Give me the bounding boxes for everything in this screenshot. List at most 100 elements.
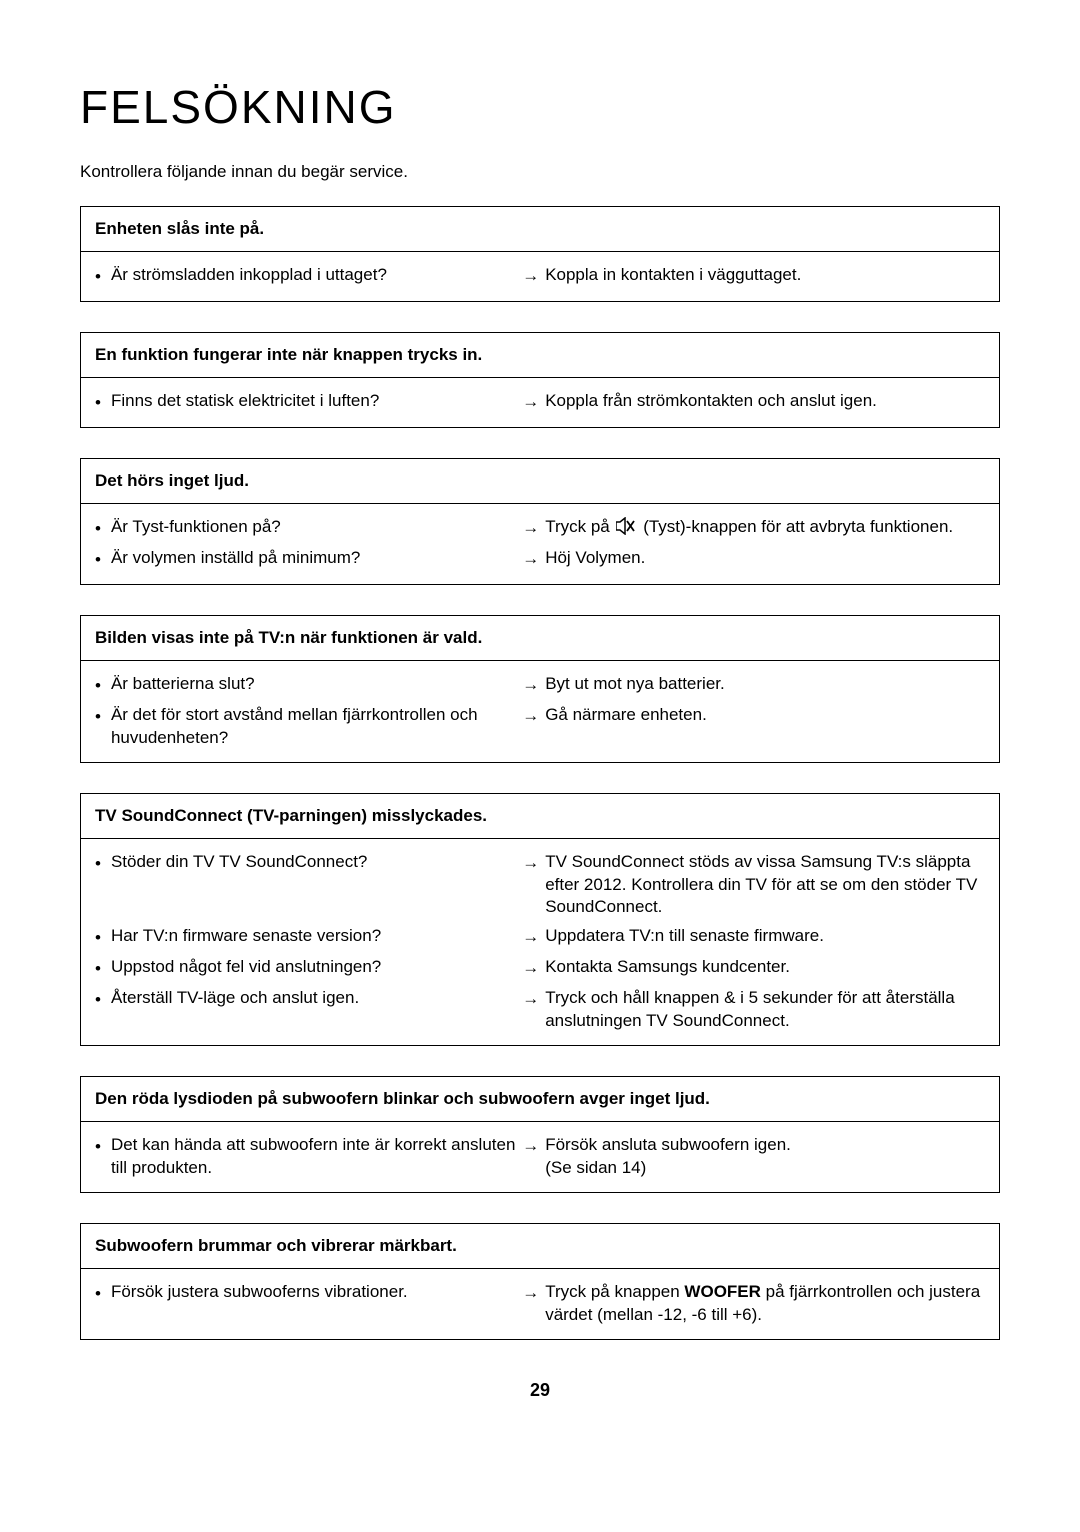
answer-text: Gå närmare enheten.	[545, 704, 707, 727]
section-body: • Det kan hända att subwoofern inte är ko…	[81, 1122, 999, 1192]
arrow-icon: →	[522, 1282, 539, 1305]
question-text: Finns det statisk elektricitet i luften?	[111, 390, 379, 413]
table-row: •Är Tyst-funktionen på?→ Tryck på (Tyst)-…	[95, 516, 985, 541]
arrow-icon: →	[522, 548, 539, 571]
question-cell: • Är det för stort avstånd mellan fjärrko…	[95, 704, 522, 750]
intro-text: Kontrollera följande innan du begär serv…	[80, 162, 1000, 182]
question-text: Är Tyst-funktionen på?	[111, 516, 281, 539]
bullet-icon: •	[95, 392, 101, 415]
section-header: Det hörs inget ljud.	[81, 459, 999, 504]
troubleshoot-section: TV SoundConnect (TV-parningen) misslycka…	[80, 793, 1000, 1047]
bullet-icon: •	[95, 706, 101, 729]
bullet-icon: •	[95, 675, 101, 698]
table-row: • Det kan hända att subwoofern inte är ko…	[95, 1134, 985, 1180]
question-text: Är strömsladden inkopplad i uttaget?	[111, 264, 387, 287]
troubleshoot-section: Bilden visas inte på TV:n när funktionen…	[80, 615, 1000, 763]
table-row: • Är strömsladden inkopplad i uttaget? → Ko…	[95, 264, 985, 289]
section-body: • Försök justera subwooferns vibrationer.…	[81, 1269, 999, 1339]
question-text: Är volymen inställd på minimum?	[111, 547, 360, 570]
answer-cell: →Kontakta Samsungs kundcenter.	[522, 956, 985, 980]
table-row: • Finns det statisk elektricitet i luften…	[95, 390, 985, 415]
arrow-icon: →	[522, 674, 539, 697]
bullet-icon: •	[95, 853, 101, 876]
arrow-icon: →	[522, 988, 539, 1011]
bullet-icon: •	[95, 549, 101, 572]
answer-text: Byt ut mot nya batterier.	[545, 673, 725, 696]
question-cell: • Är strömsladden inkopplad i uttaget?	[95, 264, 522, 289]
question-cell: • Uppstod något fel vid anslutningen?	[95, 956, 522, 981]
sections-container: Enheten slås inte på. • Är strömsladden in…	[80, 206, 1000, 1340]
question-text: Stöder din TV TV SoundConnect?	[111, 851, 367, 874]
answer-text: Tryck på knappen WOOFER på fjärrkontroll…	[545, 1281, 985, 1327]
section-body: • Finns det statisk elektricitet i luften…	[81, 378, 999, 427]
bullet-icon: •	[95, 958, 101, 981]
troubleshoot-section: Enheten slås inte på. • Är strömsladden in…	[80, 206, 1000, 302]
table-row: • Försök justera subwooferns vibrationer.…	[95, 1281, 985, 1327]
table-row: • Uppstod något fel vid anslutningen? →Kon…	[95, 956, 985, 981]
answer-cell: → Uppdatera TV:n till senaste firmware.	[522, 925, 985, 949]
bullet-icon: •	[95, 1136, 101, 1159]
bullet-icon: •	[95, 266, 101, 289]
answer-cell: → Tryck och håll knappen & i 5 sekunder f…	[522, 987, 985, 1033]
question-cell: • Återställ TV-läge och anslut igen.	[95, 987, 522, 1012]
page-number: 29	[80, 1380, 1000, 1401]
answer-text: TV SoundConnect stöds av vissa Samsung T…	[545, 851, 985, 920]
answer-text: Tryck och håll knappen & i 5 sekunder fö…	[545, 987, 985, 1033]
question-cell: • Finns det statisk elektricitet i luften…	[95, 390, 522, 415]
table-row: • Är batterierna slut? → Byt ut mot nya bat…	[95, 673, 985, 698]
troubleshoot-section: Den röda lysdioden på subwoofern blinkar…	[80, 1076, 1000, 1193]
section-body: •Är Tyst-funktionen på?→Tryck på (Tyst)-…	[81, 504, 999, 584]
answer-cell: → Gå närmare enheten.	[522, 704, 985, 728]
answer-cell: → Tryck på knappen WOOFER på fjärrkontrol…	[522, 1281, 985, 1327]
answer-text: Koppla in kontakten i vägguttaget.	[545, 264, 801, 287]
section-header: Subwoofern brummar och vibrerar märkbart…	[81, 1224, 999, 1269]
section-header: Bilden visas inte på TV:n när funktionen…	[81, 616, 999, 661]
answer-text: Koppla från strömkontakten och anslut ig…	[545, 390, 877, 413]
question-cell: •Är Tyst-funktionen på?	[95, 516, 522, 541]
bullet-icon: •	[95, 927, 101, 950]
arrow-icon: →	[522, 957, 539, 980]
answer-cell: → Höj Volymen.	[522, 547, 985, 571]
table-row: •Stöder din TV TV SoundConnect?→TV Sound…	[95, 851, 985, 920]
arrow-icon: →	[522, 265, 539, 288]
mute-icon	[616, 517, 636, 535]
question-cell: • Är batterierna slut?	[95, 673, 522, 698]
section-header: Den röda lysdioden på subwoofern blinkar…	[81, 1077, 999, 1122]
arrow-icon: →	[522, 926, 539, 949]
question-text: Är det för stort avstånd mellan fjärrkon…	[111, 704, 522, 750]
answer-cell: →Försök ansluta subwoofern igen.(Se sida…	[522, 1134, 985, 1180]
question-cell: • Stöder din TV TV SoundConnect?	[95, 851, 522, 876]
answer-text: Tryck på (Tyst)-knappen för att avbryta …	[545, 516, 953, 539]
question-cell: • Har TV:n firmware senaste version?	[95, 925, 522, 950]
question-text: Har TV:n firmware senaste version?	[111, 925, 381, 948]
question-text: Återställ TV-läge och anslut igen.	[111, 987, 359, 1010]
question-cell: • Det kan hända att subwoofern inte är ko…	[95, 1134, 522, 1180]
table-row: • Är det för stort avstånd mellan fjärrko…	[95, 704, 985, 750]
arrow-icon: →	[522, 705, 539, 728]
bullet-icon: •	[95, 989, 101, 1012]
question-text: Uppstod något fel vid anslutningen?	[111, 956, 381, 979]
troubleshoot-section: Det hörs inget ljud.•Är Tyst-funktionen …	[80, 458, 1000, 585]
table-row: • Återställ TV-läge och anslut igen. → Tryc…	[95, 987, 985, 1033]
table-row: • Är volymen inställd på minimum? → Höj Vol…	[95, 547, 985, 572]
table-row: • Har TV:n firmware senaste version? → Uppd…	[95, 925, 985, 950]
troubleshoot-section: Subwoofern brummar och vibrerar märkbart…	[80, 1223, 1000, 1340]
section-header: En funktion fungerar inte när knappen tr…	[81, 333, 999, 378]
question-text: Försök justera subwooferns vibrationer.	[111, 1281, 408, 1304]
question-text: Det kan hända att subwoofern inte är kor…	[111, 1134, 522, 1180]
arrow-icon: →	[522, 517, 539, 540]
question-text: Är batterierna slut?	[111, 673, 255, 696]
answer-cell: → Byt ut mot nya batterier.	[522, 673, 985, 697]
troubleshoot-section: En funktion fungerar inte när knappen tr…	[80, 332, 1000, 428]
section-body: • Är batterierna slut? → Byt ut mot nya bat…	[81, 661, 999, 762]
arrow-icon: →	[522, 391, 539, 414]
section-header: Enheten slås inte på.	[81, 207, 999, 252]
section-body: • Är strömsladden inkopplad i uttaget? → Ko…	[81, 252, 999, 301]
answer-text: Försök ansluta subwoofern igen.(Se sidan…	[545, 1134, 791, 1180]
answer-text: Uppdatera TV:n till senaste firmware.	[545, 925, 824, 948]
page-title: FELSÖKNING	[80, 80, 1000, 134]
bullet-icon: •	[95, 1283, 101, 1306]
answer-text: Höj Volymen.	[545, 547, 645, 570]
answer-cell: → Koppla in kontakten i vägguttaget.	[522, 264, 985, 288]
answer-cell: → Koppla från strömkontakten och anslut i…	[522, 390, 985, 414]
